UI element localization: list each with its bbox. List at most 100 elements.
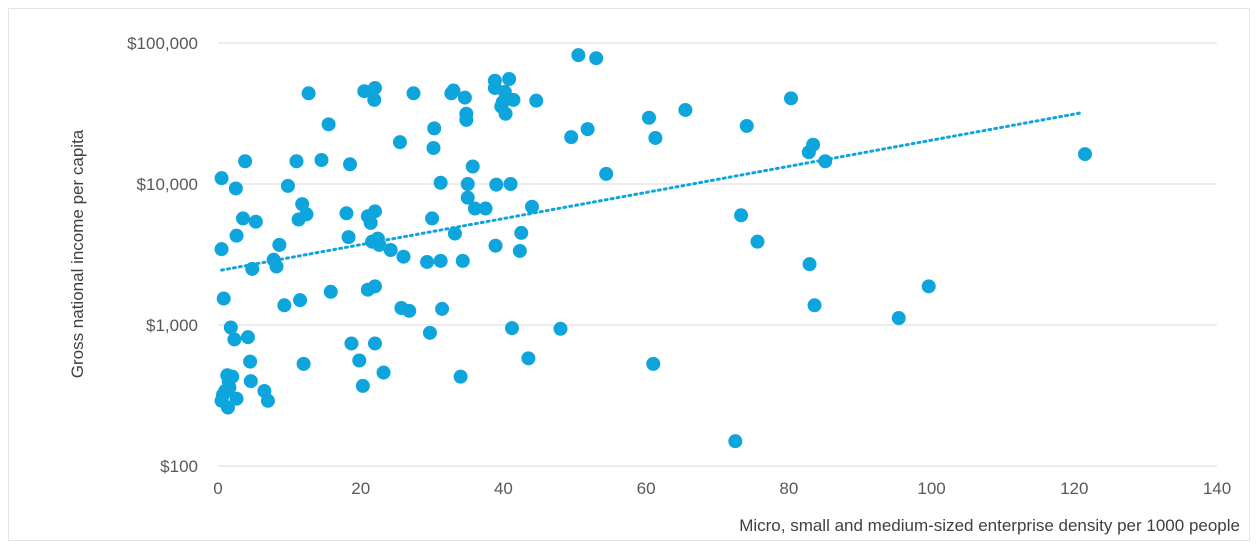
data-point: [489, 177, 504, 192]
data-point: [367, 204, 382, 219]
data-point: [646, 356, 661, 371]
data-point: [447, 226, 462, 241]
data-point: [299, 207, 314, 222]
data-point: [457, 90, 472, 105]
data-point: [921, 279, 936, 294]
data-points: [214, 48, 1092, 449]
data-point: [376, 365, 391, 380]
data-point: [296, 356, 311, 371]
data-point: [425, 211, 440, 226]
data-point: [243, 374, 258, 389]
data-point: [339, 206, 354, 221]
data-point: [455, 253, 470, 268]
data-point: [426, 141, 441, 156]
data-point: [807, 298, 822, 313]
data-point: [641, 110, 656, 125]
data-point: [406, 86, 421, 101]
data-point: [1077, 147, 1092, 162]
x-tick-label: 80: [779, 479, 798, 498]
x-tick-label: 0: [213, 479, 222, 498]
x-tick-label: 100: [917, 479, 945, 498]
y-tick-label: $100,000: [127, 34, 198, 53]
y-tick-label: $1,000: [146, 316, 198, 335]
data-point: [301, 86, 316, 101]
data-point: [225, 369, 240, 384]
data-point: [564, 130, 579, 145]
data-point: [277, 298, 292, 313]
data-point: [524, 199, 539, 214]
x-tick-label: 120: [1060, 479, 1088, 498]
data-point: [260, 393, 275, 408]
x-axis-ticks: 0 20 40 60 80 100 120 140: [213, 479, 1231, 498]
data-point: [248, 214, 263, 229]
x-tick-label: 20: [351, 479, 370, 498]
data-point: [478, 201, 493, 216]
x-tick-label: 40: [494, 479, 513, 498]
data-point: [352, 353, 367, 368]
data-point: [367, 336, 382, 351]
data-point: [433, 175, 448, 190]
data-point: [367, 279, 382, 294]
data-point: [648, 130, 663, 145]
data-point: [229, 228, 244, 243]
data-point: [427, 121, 442, 136]
data-point: [783, 91, 798, 106]
data-point: [355, 378, 370, 393]
data-point: [512, 243, 527, 258]
data-point: [728, 434, 743, 449]
data-point: [453, 369, 468, 384]
data-point: [488, 238, 503, 253]
data-point: [802, 257, 817, 272]
data-point: [818, 154, 833, 169]
data-point: [460, 177, 475, 191]
data-point: [459, 112, 474, 127]
data-point: [223, 320, 238, 335]
data-point: [383, 243, 398, 258]
y-tick-label: $10,000: [137, 175, 198, 194]
x-axis-title: Micro, small and medium-sized enterprise…: [739, 516, 1240, 535]
data-point: [678, 102, 693, 117]
data-point: [504, 321, 519, 336]
data-point: [467, 201, 482, 216]
data-point: [571, 48, 586, 63]
data-point: [402, 303, 417, 318]
data-point: [272, 237, 287, 252]
data-point: [739, 118, 754, 133]
data-point: [222, 380, 237, 395]
y-tick-label: $100: [160, 457, 198, 476]
data-point: [367, 92, 382, 107]
x-tick-label: 60: [637, 479, 656, 498]
trendline: [220, 111, 1083, 272]
data-point: [750, 234, 765, 249]
data-point: [514, 225, 529, 240]
chart-frame: [8, 8, 1250, 541]
data-point: [392, 135, 407, 150]
data-point: [214, 242, 229, 257]
data-point: [343, 157, 358, 172]
gridlines: [218, 42, 1217, 326]
data-point: [891, 311, 906, 326]
data-point: [314, 152, 329, 167]
data-point: [435, 301, 450, 316]
data-point: [529, 93, 544, 108]
data-point: [220, 400, 235, 415]
trendline-group: [220, 111, 1083, 272]
data-point: [446, 83, 461, 98]
data-point: [433, 253, 448, 268]
data-point: [599, 166, 614, 181]
data-point: [245, 261, 260, 276]
data-point: [460, 190, 475, 205]
data-point: [580, 122, 595, 137]
data-point: [229, 391, 244, 406]
data-point: [396, 249, 411, 264]
data-point: [553, 321, 568, 336]
data-point: [506, 92, 521, 107]
y-axis-title: Gross national income per capita: [68, 129, 87, 378]
data-point: [367, 80, 382, 95]
data-point: [420, 254, 435, 269]
y-axis-ticks: $100 $1,000 $10,000 $100,000: [127, 34, 198, 476]
data-point: [243, 354, 258, 369]
data-point: [502, 72, 517, 87]
data-point: [498, 106, 513, 121]
